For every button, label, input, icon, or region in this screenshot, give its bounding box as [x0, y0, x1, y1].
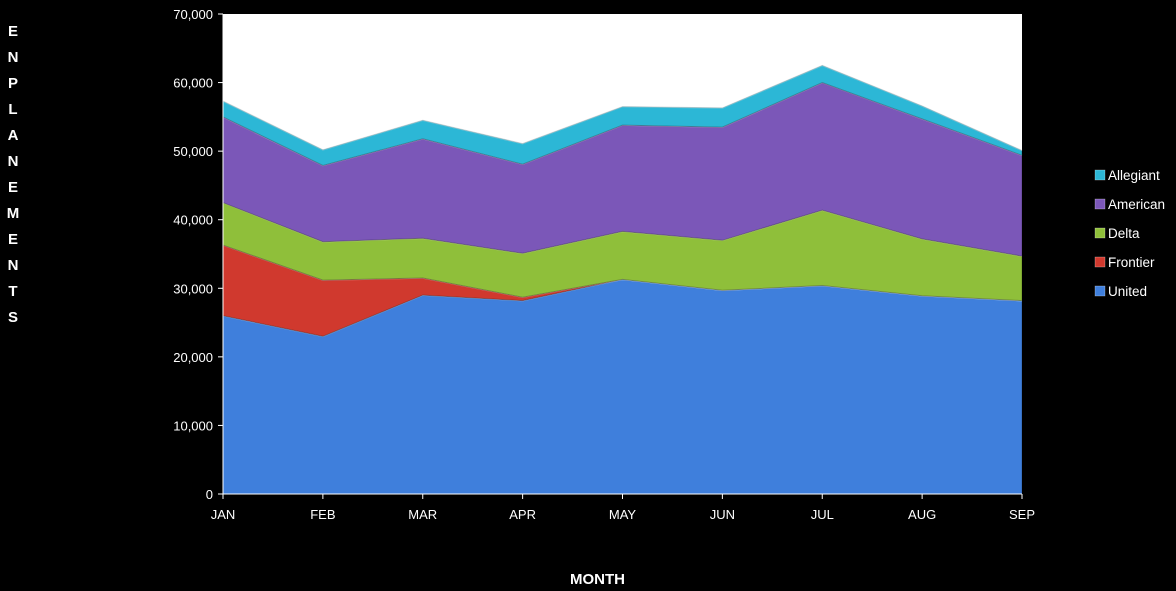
x-tick-label: AUG — [908, 507, 936, 522]
area-series-group — [222, 64, 1023, 495]
legend: Allegiant American Delta Frontier United — [1094, 168, 1165, 299]
y-tick-label: 50,000 — [173, 144, 213, 159]
y-axis-title-letter: P — [8, 75, 18, 92]
y-tick-label: 30,000 — [173, 281, 213, 296]
y-axis-title-letter: N — [8, 257, 19, 274]
legend-label: United — [1108, 284, 1147, 299]
legend-swatch — [1094, 285, 1106, 297]
y-axis-title-letter: S — [8, 309, 18, 326]
y-tick-label: 20,000 — [173, 350, 213, 365]
legend-swatch — [1094, 256, 1106, 268]
y-axis-title-letter: T — [8, 283, 17, 300]
legend-item-frontier: Frontier — [1094, 255, 1155, 270]
y-tick-label: 70,000 — [173, 7, 213, 22]
legend-swatch — [1094, 227, 1106, 239]
y-tick-label: 40,000 — [173, 213, 213, 228]
y-axis: 0 10,000 20,000 30,000 40,000 50,000 60,000 70,… — [173, 7, 224, 502]
legend-item-allegiant: Allegiant — [1094, 168, 1160, 183]
x-tick-label: MAR — [408, 507, 437, 522]
y-axis-title-letter: L — [8, 101, 17, 118]
x-tick-label: JAN — [211, 507, 236, 522]
x-tick-label: FEB — [310, 507, 335, 522]
legend-swatch — [1094, 198, 1106, 210]
legend-label: Delta — [1108, 226, 1140, 241]
y-tick-label: 60,000 — [173, 76, 213, 91]
y-axis-title-letter: N — [8, 49, 19, 66]
legend-swatch — [1094, 169, 1106, 181]
legend-item-united: United — [1094, 284, 1147, 299]
y-tick-label: 10,000 — [173, 418, 213, 433]
x-tick-label: MAY — [609, 507, 637, 522]
legend-label: American — [1108, 197, 1165, 212]
legend-label: Frontier — [1108, 255, 1155, 270]
x-tick-label: JUN — [710, 507, 735, 522]
x-tick-label: SEP — [1009, 507, 1035, 522]
x-axis-title: MONTH — [570, 571, 625, 588]
y-tick-label: 0 — [206, 487, 213, 502]
legend-item-delta: Delta — [1094, 226, 1140, 241]
x-tick-label: APR — [509, 507, 536, 522]
area-edge-allegiant — [222, 64, 1023, 152]
area-allegiant — [222, 64, 1023, 167]
y-axis-title-letter: M — [7, 205, 20, 222]
legend-label: Allegiant — [1108, 168, 1160, 183]
y-axis-title-letter: E — [8, 23, 18, 40]
x-axis: JAN FEB MAR APR MAY JUN JUL AUG SEP — [211, 493, 1035, 522]
legend-item-american: American — [1094, 197, 1165, 212]
y-axis-title-letter: E — [8, 179, 18, 196]
y-axis-title-letter: E — [8, 231, 18, 248]
x-tick-label: JUL — [811, 507, 834, 522]
y-axis-title-letter: N — [8, 153, 19, 170]
y-axis-title-letter: A — [8, 127, 19, 144]
